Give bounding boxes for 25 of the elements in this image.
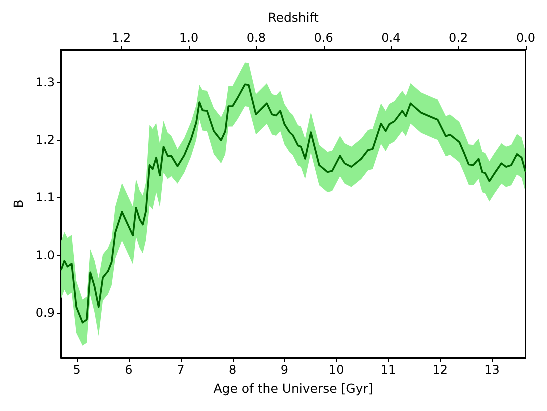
y-tick-label: 1.1 — [36, 190, 55, 205]
y-tick-label: 1.2 — [36, 132, 55, 147]
x-tick-label: 6 — [125, 363, 133, 377]
x-tick-label: 8 — [228, 363, 237, 377]
x2-tick-label: 1.2 — [112, 31, 132, 45]
x-axis-title: Age of the Universe [Gyr] — [214, 381, 374, 396]
x-tick-label: 5 — [73, 363, 81, 377]
x-tick-label: 12 — [432, 363, 448, 377]
y-axis-title: B — [11, 200, 26, 208]
y-tick-label: 1.3 — [36, 75, 55, 90]
line-series — [60, 84, 526, 324]
y-tick-label: 1.0 — [36, 248, 55, 262]
x2-tick-label: 0.2 — [449, 31, 468, 45]
x-tick-label: 9 — [280, 363, 288, 377]
y-tick-label: 0.9 — [36, 306, 55, 320]
x-tick-label: 10 — [328, 363, 344, 377]
x2-tick-label: 0.8 — [246, 31, 266, 45]
x-tick-label: 7 — [177, 363, 185, 377]
x-tick-label: 13 — [484, 363, 500, 377]
x-tick-label: 11 — [380, 363, 396, 377]
x2-tick-label: 0.4 — [382, 31, 401, 45]
x2-tick-label: 0.6 — [314, 31, 334, 45]
x2-axis-title: Redshift — [268, 10, 319, 25]
x2-tick-label: 1.0 — [179, 31, 199, 45]
x2-tick-label: 0.0 — [516, 31, 536, 45]
